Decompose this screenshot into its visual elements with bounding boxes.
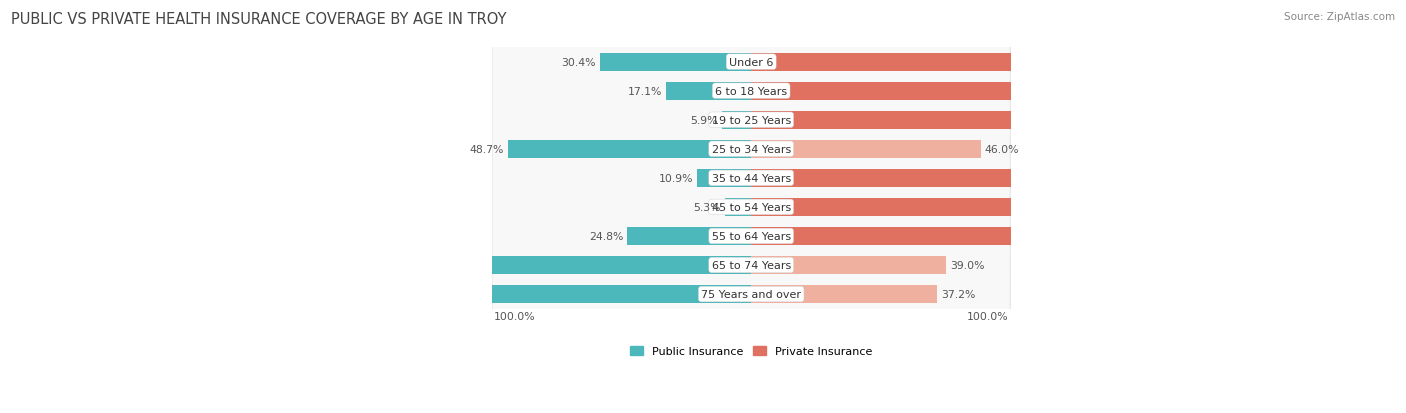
Text: 17.1%: 17.1% xyxy=(627,86,662,97)
Text: 65 to 74 Years: 65 to 74 Years xyxy=(711,260,790,271)
Text: Source: ZipAtlas.com: Source: ZipAtlas.com xyxy=(1284,12,1395,22)
Bar xyxy=(627,228,751,245)
Text: 80.4%: 80.4% xyxy=(1111,116,1149,126)
Bar xyxy=(751,228,1094,245)
FancyBboxPatch shape xyxy=(492,100,1010,141)
Bar xyxy=(751,256,946,274)
Text: 25 to 34 Years: 25 to 34 Years xyxy=(711,145,790,154)
Text: Under 6: Under 6 xyxy=(728,57,773,67)
Bar xyxy=(751,169,1195,188)
Bar xyxy=(751,112,1153,129)
Text: 10.9%: 10.9% xyxy=(658,173,693,183)
Bar xyxy=(599,54,751,71)
Text: 100.0%: 100.0% xyxy=(264,290,309,299)
Text: 30.4%: 30.4% xyxy=(561,57,596,67)
Bar xyxy=(252,285,751,303)
Text: 79.7%: 79.7% xyxy=(1107,202,1144,212)
Bar xyxy=(751,285,936,303)
Bar xyxy=(721,112,751,129)
Text: PUBLIC VS PRIVATE HEALTH INSURANCE COVERAGE BY AGE IN TROY: PUBLIC VS PRIVATE HEALTH INSURANCE COVER… xyxy=(11,12,506,27)
Text: 55 to 64 Years: 55 to 64 Years xyxy=(711,231,790,241)
Text: 69.6%: 69.6% xyxy=(1056,57,1094,67)
FancyBboxPatch shape xyxy=(492,274,1010,315)
FancyBboxPatch shape xyxy=(492,158,1010,199)
FancyBboxPatch shape xyxy=(492,71,1010,112)
Bar xyxy=(751,140,981,159)
Bar xyxy=(751,198,1149,216)
Text: 35 to 44 Years: 35 to 44 Years xyxy=(711,173,790,183)
Text: 5.9%: 5.9% xyxy=(690,116,718,126)
Bar xyxy=(697,169,751,188)
FancyBboxPatch shape xyxy=(492,216,1010,257)
Bar xyxy=(666,83,751,100)
Text: 19 to 25 Years: 19 to 25 Years xyxy=(711,116,790,126)
FancyBboxPatch shape xyxy=(492,245,1010,286)
FancyBboxPatch shape xyxy=(492,129,1010,170)
Text: 100.0%: 100.0% xyxy=(966,311,1008,321)
Text: 46.0%: 46.0% xyxy=(984,145,1019,154)
Text: 37.2%: 37.2% xyxy=(941,290,976,299)
Text: 89.1%: 89.1% xyxy=(1154,173,1192,183)
Text: 100.0%: 100.0% xyxy=(264,260,309,271)
Bar xyxy=(724,198,751,216)
Text: 45 to 54 Years: 45 to 54 Years xyxy=(711,202,790,212)
Bar xyxy=(252,256,751,274)
Text: 5.3%: 5.3% xyxy=(693,202,721,212)
Legend: Public Insurance, Private Insurance: Public Insurance, Private Insurance xyxy=(626,342,877,361)
Text: 39.0%: 39.0% xyxy=(950,260,984,271)
Text: 73.4%: 73.4% xyxy=(1076,86,1114,97)
FancyBboxPatch shape xyxy=(492,42,1010,83)
Bar xyxy=(751,83,1118,100)
Bar xyxy=(508,140,751,159)
Bar xyxy=(751,54,1098,71)
Text: 75 Years and over: 75 Years and over xyxy=(702,290,801,299)
Text: 6 to 18 Years: 6 to 18 Years xyxy=(716,86,787,97)
Text: 100.0%: 100.0% xyxy=(495,311,536,321)
Text: 68.8%: 68.8% xyxy=(1053,231,1091,241)
Text: 48.7%: 48.7% xyxy=(470,145,505,154)
FancyBboxPatch shape xyxy=(492,187,1010,228)
Text: 24.8%: 24.8% xyxy=(589,231,623,241)
